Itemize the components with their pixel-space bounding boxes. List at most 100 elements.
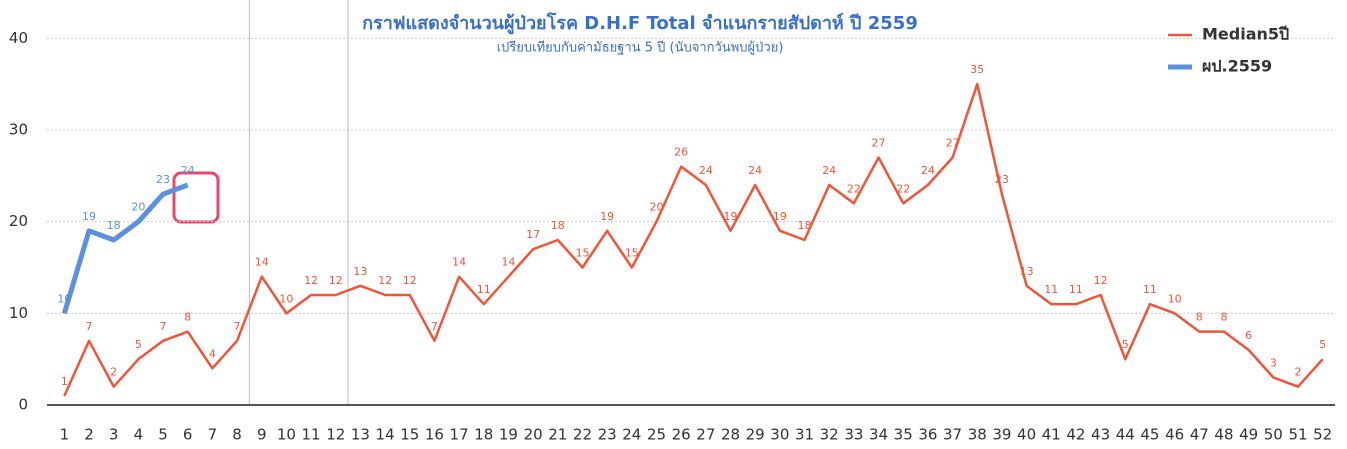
data-label: 2 [110,366,117,379]
data-label: 5 [135,338,142,351]
data-label: 12 [378,274,392,287]
x-tick-label: 32 [820,426,839,444]
data-label: 24 [748,164,762,177]
x-tick-label: 10 [277,426,296,444]
data-label: 17 [526,228,540,241]
x-tick-label: 12 [326,426,345,444]
x-tick-label: 37 [943,426,962,444]
data-label: 1 [61,375,68,388]
x-tick-label: 17 [450,426,469,444]
x-tick-label: 22 [573,426,592,444]
chart-title: กราฟแสดงจำนวนผู้ป่วยโรค D.H.F Total จำแน… [362,12,918,35]
data-label: 15 [625,247,639,260]
x-tick-label: 3 [109,426,119,444]
data-label: 14 [452,256,466,269]
x-tick-label: 24 [622,426,641,444]
x-tick-label: 13 [351,426,370,444]
x-tick-label: 6 [183,426,193,444]
data-label: 8 [1220,311,1227,324]
x-tick-label: 40 [1017,426,1036,444]
x-tick-label: 20 [524,426,543,444]
x-tick-label: 46 [1165,426,1184,444]
data-label: 11 [1044,283,1058,296]
data-label: 24 [822,164,836,177]
x-tick-label: 43 [1091,426,1110,444]
data-label: 19 [724,210,738,223]
x-tick-label: 18 [474,426,493,444]
x-tick-label: 31 [795,426,814,444]
x-tick-label: 4 [134,426,144,444]
data-label: 27 [946,137,960,150]
data-label: 8 [184,311,191,324]
data-label: 19 [82,210,96,223]
x-tick-label: 27 [696,426,715,444]
data-label: 19 [773,210,787,223]
data-label: 14 [255,256,269,269]
data-label: 12 [329,274,343,287]
y-tick-label: 40 [9,29,28,47]
y-tick-label: 30 [9,121,28,139]
data-label: 20 [131,201,145,214]
x-tick-label: 2 [84,426,94,444]
data-label: 3 [1270,357,1277,370]
y-tick-label: 10 [9,304,28,322]
x-tick-label: 51 [1288,426,1307,444]
x-tick-label: 30 [770,426,789,444]
data-label: 35 [970,63,984,76]
x-tick-label: 52 [1313,426,1332,444]
x-tick-label: 16 [425,426,444,444]
x-tick-label: 49 [1239,426,1258,444]
data-label: 24 [181,164,195,177]
data-label: 8 [1196,311,1203,324]
data-label: 10 [1168,292,1182,305]
data-label: 12 [403,274,417,287]
data-label: 7 [234,320,241,333]
x-tick-label: 36 [918,426,937,444]
data-label: 13 [353,265,367,278]
x-tick-label: 47 [1190,426,1209,444]
series-line [61,182,189,315]
data-label: 11 [477,283,491,296]
x-tick-label: 45 [1140,426,1159,444]
x-tick-label: 7 [208,426,218,444]
y-tick-label: 20 [9,212,28,230]
data-label: 10 [279,292,293,305]
x-tick-label: 35 [894,426,913,444]
data-label: 10 [57,292,71,305]
x-tick-label: 19 [499,426,518,444]
x-tick-label: 50 [1264,426,1283,444]
x-tick-label: 1 [60,426,70,444]
data-label: 13 [1020,265,1034,278]
data-label: 6 [1245,329,1252,342]
legend-label: ผป.2559 [1202,57,1272,76]
x-tick-label: 29 [746,426,765,444]
data-label: 7 [431,320,438,333]
data-label: 12 [1094,274,1108,287]
x-tick-label: 44 [1116,426,1135,444]
x-tick-label: 39 [992,426,1011,444]
data-label: 7 [160,320,167,333]
data-label: 15 [575,247,589,260]
data-label: 4 [209,347,216,360]
x-tick-label: 26 [672,426,691,444]
x-tick-label: 34 [869,426,888,444]
data-label: 11 [1143,283,1157,296]
data-label: 14 [501,256,515,269]
x-tick-label: 23 [598,426,617,444]
x-tick-label: 21 [548,426,567,444]
data-label: 7 [86,320,93,333]
data-label: 20 [649,201,663,214]
data-label: 5 [1319,338,1326,351]
y-tick-label: 0 [18,396,28,414]
x-tick-label: 14 [376,426,395,444]
data-label: 2 [1294,366,1301,379]
data-label: 19 [600,210,614,223]
series-line [63,82,1324,397]
x-tick-label: 5 [158,426,168,444]
data-label: 12 [304,274,318,287]
x-tick-label: 8 [232,426,242,444]
x-tick-label: 33 [844,426,863,444]
data-label: 11 [1069,283,1083,296]
highlight-box [172,171,220,224]
